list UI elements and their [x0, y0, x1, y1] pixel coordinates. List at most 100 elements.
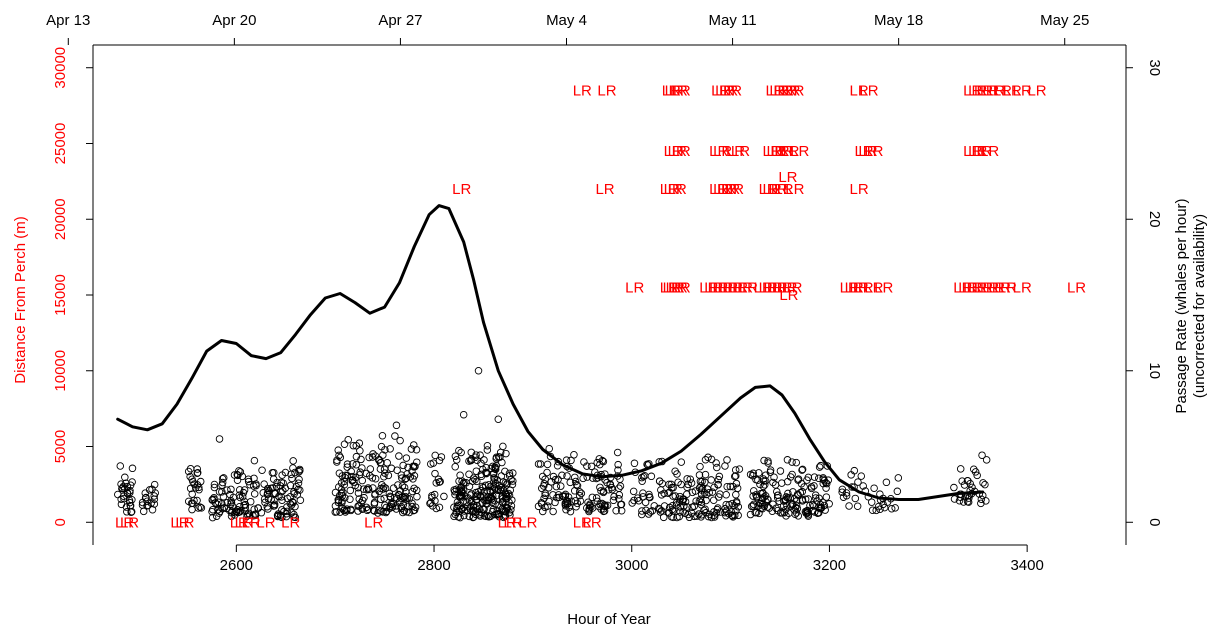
lr-marker: LR: [235, 514, 254, 531]
scatter-point: [630, 459, 639, 468]
scatter-point: [676, 508, 684, 516]
scatter-point: [507, 506, 515, 514]
top-tick-label: May 4: [546, 12, 587, 29]
scatter-point: [437, 453, 446, 461]
scatter-point: [478, 482, 487, 491]
scatter-point: [775, 497, 783, 505]
scatter-point: [290, 513, 298, 521]
scatter-point: [606, 481, 614, 489]
lr-marker: LR: [963, 82, 982, 99]
scatter-point: [494, 511, 502, 519]
scatter-point: [788, 458, 796, 466]
scatter-point: [567, 456, 575, 465]
top-tick-label: Apr 20: [212, 12, 256, 29]
scatter-point: [193, 465, 202, 473]
scatter-point: [331, 502, 340, 510]
scatter-point: [558, 471, 566, 480]
scatter-point: [380, 483, 388, 491]
scatter-point: [609, 496, 618, 505]
right-axis-title-line1: Passage Rate (whales per hour): [1173, 198, 1190, 413]
scatter-point: [958, 477, 966, 485]
scatter-point: [764, 457, 772, 465]
scatter-point: [398, 474, 406, 482]
scatter-point: [566, 507, 575, 516]
scatter-point: [332, 508, 341, 516]
scatter-point: [887, 505, 896, 513]
scatter-point: [121, 473, 129, 482]
scatter-point: [821, 506, 829, 514]
scatter-point: [117, 480, 125, 488]
scatter-point: [804, 510, 812, 519]
scatter-point: [485, 512, 493, 521]
scatter-point: [193, 496, 201, 505]
scatter-point: [494, 453, 503, 461]
lr-marker: LR: [625, 279, 644, 296]
lr-marker: LR: [120, 514, 139, 531]
lr-marker: LR: [974, 279, 993, 296]
passage-rate-line: [116, 204, 985, 501]
scatter-point: [436, 477, 444, 486]
scatter-point: [241, 507, 249, 516]
scatter-point: [250, 510, 259, 519]
lr-marker: LR: [573, 514, 592, 531]
scatter-point: [700, 506, 708, 515]
scatter-point: [120, 494, 128, 503]
scatter-point: [376, 465, 385, 473]
scatter-point: [401, 475, 409, 483]
scatter-point: [227, 512, 236, 520]
scatter-point: [460, 507, 469, 515]
lr-marker: LR: [668, 143, 687, 160]
scatter-point: [539, 507, 547, 516]
scatter-point: [557, 482, 565, 490]
scatter-point: [386, 445, 394, 453]
scatter-point: [368, 474, 377, 482]
scatter-point: [593, 458, 601, 467]
scatter-point: [375, 456, 383, 464]
scatter-point: [545, 497, 553, 506]
scatter-point: [235, 467, 243, 475]
scatter-point: [197, 504, 206, 512]
scatter-point: [490, 469, 498, 478]
scatter-point: [506, 511, 514, 519]
scatter-point: [455, 477, 463, 485]
lr-marker: LR: [672, 82, 691, 99]
scatter-point: [364, 484, 372, 492]
scatter-point: [730, 511, 739, 520]
scatter-point: [579, 474, 587, 483]
lr-marker: LR: [963, 143, 982, 160]
scatter-point: [723, 482, 731, 491]
scatter-point: [426, 499, 434, 508]
scatter-point: [344, 435, 352, 444]
scatter-point: [792, 509, 801, 517]
scatter-point: [712, 459, 720, 467]
lr-marker: LR: [845, 279, 864, 296]
scatter-point: [769, 478, 777, 487]
scatter-point: [563, 472, 571, 480]
scatter-point: [564, 493, 573, 501]
scatter-point: [383, 459, 391, 467]
scatter-point: [286, 499, 295, 508]
scatter-point: [749, 502, 757, 510]
scatter-point: [501, 512, 509, 521]
scatter-point: [365, 453, 373, 462]
scatter-point: [822, 484, 830, 492]
scatter-point: [240, 501, 248, 510]
lr-marker: LR: [986, 82, 1005, 99]
scatter-point: [150, 492, 158, 500]
scatter-point: [451, 490, 459, 499]
scatter-point: [260, 495, 269, 503]
scatter-point: [193, 468, 202, 477]
scatter-point: [394, 481, 402, 489]
scatter-point: [410, 506, 419, 514]
scatter-point: [451, 452, 460, 461]
lr-marker: LR: [664, 181, 683, 198]
scatter-point: [342, 506, 351, 515]
scatter-point: [279, 479, 287, 487]
y-right-tick-label: 30: [1146, 59, 1163, 76]
scatter-point: [660, 489, 668, 498]
scatter-point: [492, 454, 500, 463]
scatter-point: [614, 460, 622, 469]
scatter-point: [501, 478, 510, 487]
scatter-point: [474, 488, 483, 496]
